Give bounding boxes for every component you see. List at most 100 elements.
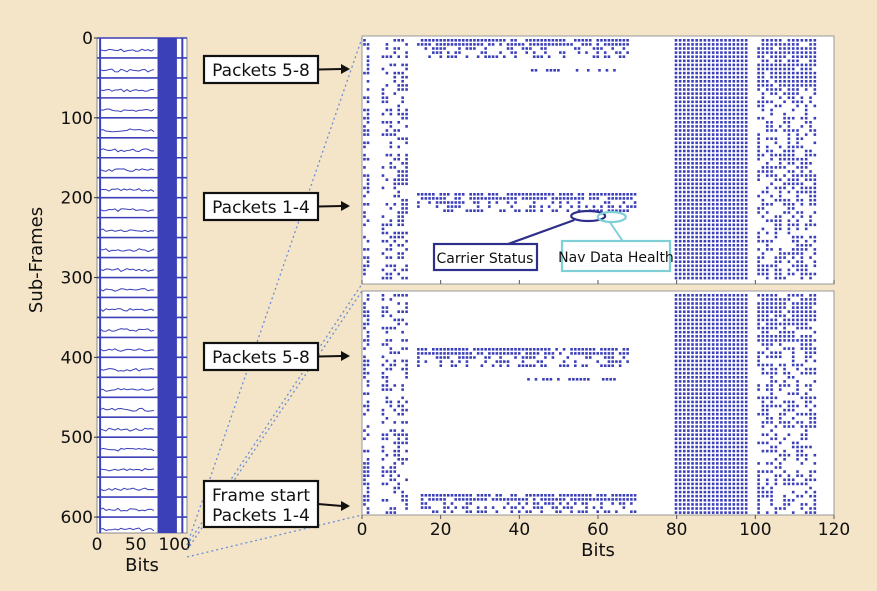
data-cell — [728, 314, 731, 318]
data-cell — [732, 371, 736, 375]
data-cell — [405, 433, 408, 436]
data-cell — [393, 63, 397, 67]
data-cell — [366, 433, 370, 436]
data-cell — [716, 71, 719, 75]
data-cell — [732, 268, 736, 272]
data-cell — [736, 429, 740, 432]
data-cell — [687, 302, 690, 305]
data-cell — [678, 198, 682, 202]
data-cell — [630, 205, 633, 208]
data-cell — [707, 462, 711, 465]
data-cell — [732, 302, 736, 305]
data-cell — [728, 112, 731, 116]
data-cell — [674, 482, 678, 486]
data-cell — [720, 133, 723, 136]
data-cell — [450, 352, 454, 355]
data-cell — [783, 92, 786, 95]
data-cell — [770, 88, 773, 91]
data-cell — [678, 100, 682, 104]
data-cell — [720, 88, 723, 91]
data-cell — [687, 104, 690, 108]
data-cell — [499, 39, 502, 42]
data-cell — [401, 170, 404, 173]
data-cell — [525, 510, 529, 513]
data-cell — [385, 396, 389, 400]
data-cell — [720, 84, 723, 87]
data-cell — [385, 239, 389, 243]
data-cell — [732, 112, 736, 116]
data-cell — [716, 486, 719, 490]
data-cell — [804, 343, 808, 346]
data-cell — [728, 194, 731, 198]
data-cell — [711, 371, 715, 375]
data-cell — [711, 388, 715, 391]
data-cell — [796, 63, 799, 67]
data-cell — [728, 351, 731, 354]
data-cell — [774, 339, 778, 342]
data-cell — [699, 326, 703, 330]
data-cell — [381, 499, 385, 502]
data-cell — [778, 404, 782, 408]
data-cell — [695, 260, 698, 263]
data-cell — [366, 133, 370, 136]
data-cell — [678, 384, 682, 387]
data-cell — [476, 39, 480, 42]
data-cell — [770, 339, 773, 342]
data-cell — [732, 417, 736, 420]
data-cell — [813, 129, 817, 132]
data-cell — [761, 39, 765, 42]
data-cell — [728, 380, 731, 383]
data-cell — [678, 174, 682, 177]
data-cell — [757, 363, 760, 367]
data-cell — [761, 363, 765, 367]
data-cell — [405, 116, 408, 120]
data-cell — [791, 80, 795, 83]
data-cell — [809, 178, 812, 181]
data-cell — [711, 343, 715, 346]
data-cell — [699, 429, 703, 432]
data-cell — [800, 449, 804, 453]
data-cell — [687, 125, 690, 128]
data-cell — [363, 264, 366, 268]
data-cell — [389, 166, 393, 169]
data-cell — [678, 129, 682, 132]
data-cell — [366, 67, 370, 71]
data-cell — [740, 494, 744, 498]
data-cell — [740, 453, 744, 457]
data-cell — [687, 207, 690, 210]
data-cell — [740, 384, 744, 387]
data-cell — [363, 392, 366, 395]
data-cell — [778, 306, 782, 309]
data-cell — [765, 137, 769, 140]
data-cell — [716, 223, 719, 227]
data-cell — [711, 421, 715, 424]
data-cell — [682, 462, 686, 465]
data-cell — [716, 458, 719, 461]
data-cell — [699, 116, 703, 120]
data-cell — [450, 502, 454, 505]
data-cell — [724, 458, 727, 461]
data-cell — [804, 133, 808, 136]
data-cell — [366, 482, 370, 486]
data-cell — [720, 421, 723, 424]
data-cell — [716, 43, 719, 46]
data-cell — [682, 227, 686, 231]
data-cell — [728, 116, 731, 120]
data-cell — [613, 378, 616, 381]
data-cell — [529, 39, 532, 42]
data-cell — [703, 51, 707, 54]
data-cell — [740, 458, 744, 461]
data-cell — [363, 211, 366, 214]
data-cell — [757, 100, 760, 104]
data-cell — [800, 211, 804, 214]
data-cell — [724, 149, 727, 153]
data-cell — [577, 197, 581, 200]
data-cell — [783, 121, 786, 124]
data-cell — [744, 215, 748, 218]
data-cell — [720, 264, 723, 268]
data-cell — [381, 466, 385, 469]
data-cell — [603, 510, 607, 513]
data-cell — [682, 71, 686, 75]
data-cell — [592, 506, 596, 509]
data-cell — [439, 494, 443, 497]
